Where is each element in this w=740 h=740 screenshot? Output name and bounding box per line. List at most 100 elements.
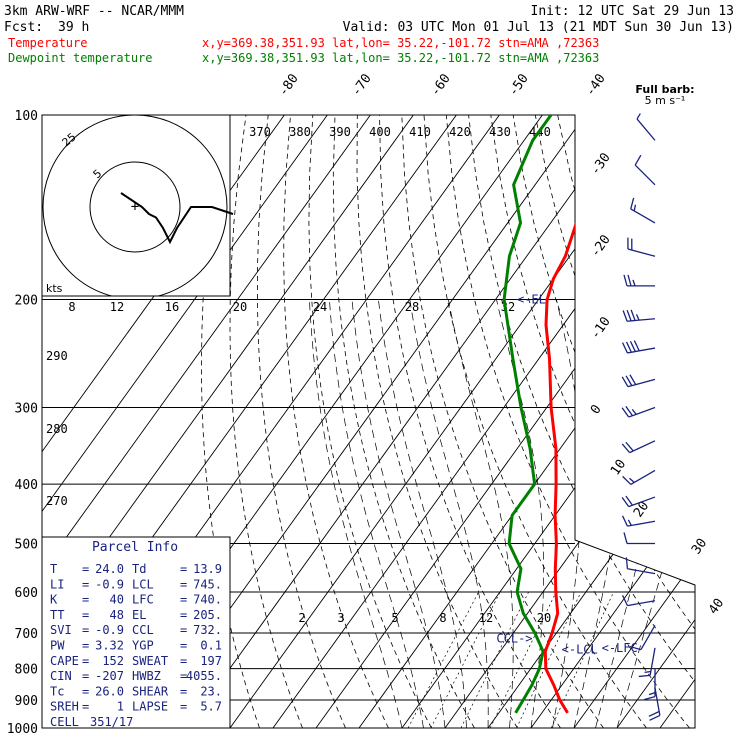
parcel-info-cell: YGP: [132, 639, 154, 653]
isotherm-label: 0: [588, 402, 605, 417]
isotherm-line: [530, 115, 695, 728]
wind-barb-staff: [630, 208, 656, 224]
isotherm-line: [444, 115, 695, 728]
parcel-info-equals: =: [82, 608, 89, 622]
parcel-info-cell: 197: [200, 654, 222, 668]
wind-barb-flag: [625, 341, 632, 353]
level-annotation: <-LCL: [562, 643, 598, 657]
forecast-label: Fcst:: [4, 20, 43, 35]
parcel-info-cell: CIN: [50, 669, 72, 683]
parcel-info-equals: =: [180, 562, 187, 576]
wind-barb: [630, 197, 656, 224]
theta-e-label: 380: [289, 125, 311, 139]
parcel-info-equals: =: [180, 700, 187, 714]
isotherm-label: -60: [428, 71, 454, 99]
level-annotation: CCL->: [496, 632, 532, 646]
parcel-info-cell: 3.32: [95, 639, 124, 653]
wind-barb-flag: [649, 714, 661, 721]
dry-adiabat-line: [283, 115, 389, 728]
pressure-tick-label: 500: [15, 537, 38, 552]
wind-scale-label: Full barb:: [635, 83, 694, 96]
dry-adiabat-line: [512, 115, 695, 728]
wind-barb-flag: [621, 443, 631, 454]
parcel-info-box: Parcel Info T = 24.0 Td = 13.9 LI = -0.9 LCL = 745.…: [41, 536, 231, 729]
parcel-info-cell: 4055.: [186, 669, 222, 683]
wind-barb-flag: [622, 310, 628, 322]
moist-adiabat-line: [616, 299, 695, 728]
hodograph-speed-label: 20: [233, 300, 247, 314]
parcel-info-cell: 152: [102, 654, 124, 668]
mixing-ratio-label: 2: [298, 611, 305, 625]
parcel-info-cell: 740.: [193, 593, 222, 607]
parcel-info-equals: =: [82, 562, 89, 576]
wind-barb-flag: [621, 595, 629, 606]
wind-barb-staff: [627, 378, 656, 388]
wind-barb-flag: [625, 375, 633, 386]
dry-adiabat-line: [379, 115, 561, 728]
parcel-info-cell: 351/17: [90, 715, 133, 729]
moist-adiabat-line: [351, 299, 446, 728]
parcel-info-equals: =: [82, 593, 89, 607]
dry-adiabat-line: [423, 115, 647, 728]
isotherm-line: [186, 115, 629, 728]
isotherm-label: -70: [349, 71, 375, 99]
wind-barb-flag: [629, 646, 642, 651]
dewpoint-legend-label: Dewpoint temperature: [8, 51, 153, 65]
level-annotation: <-LFC: [602, 641, 638, 655]
model-title: 3km ARW-WRF -- NCAR/MMM: [4, 4, 184, 19]
parcel-info-cell: PW: [50, 639, 65, 653]
isotherm-line: [659, 115, 695, 728]
forecast-hour: 39 h: [58, 20, 89, 35]
parcel-info-equals: =: [82, 669, 89, 683]
isotherm-label: -10: [588, 314, 614, 342]
wind-barb-staff: [628, 496, 656, 508]
wind-barb-staff: [629, 440, 656, 454]
parcel-info-frame: [41, 536, 231, 729]
parcel-info-equals: =: [180, 623, 187, 637]
dry-adiabat-line: [356, 115, 518, 728]
hodograph-center-mark: +: [131, 199, 139, 215]
parcel-info-cell: EL: [132, 608, 146, 622]
wind-barb-flag: [630, 197, 635, 210]
parcel-info-equals: =: [82, 684, 89, 698]
wind-barb-half-flag: [635, 314, 640, 321]
level-annotation: <-EL: [517, 293, 546, 307]
dry-adiabat-line: [308, 115, 432, 728]
wind-barb-half-flag: [631, 408, 637, 415]
wind-barb-staff: [627, 520, 656, 527]
temperature-location: x,y=369.38,351.93 lat,lon= 35.22,-101.72…: [202, 36, 599, 50]
wind-barb-flag: [625, 557, 629, 569]
wind-barb-flag: [625, 495, 633, 506]
theta-e-label: 410: [409, 125, 431, 139]
pressure-tick-label: 900: [15, 694, 38, 709]
wind-barb-staff: [627, 318, 656, 322]
wind-barb-staff: [636, 118, 656, 141]
parcel-info-cell: 13.9: [193, 562, 222, 576]
wind-barb-flag: [626, 309, 632, 322]
wind-scale-value: 5 m s⁻¹: [645, 94, 686, 107]
theta-e-label: 370: [249, 125, 271, 139]
wind-barb: [629, 625, 656, 651]
wind-barb: [622, 469, 656, 485]
parcel-info-cell: LCL: [132, 577, 154, 591]
parcel-info-equals: =: [180, 654, 187, 668]
wind-barb-flag: [643, 695, 656, 701]
wind-barb-flag: [621, 376, 629, 388]
parcel-info-equals: =: [82, 623, 89, 637]
moist-adiabat-line: [309, 299, 403, 728]
isotherm-line: [401, 115, 695, 728]
wind-barb-staff: [627, 248, 656, 257]
wind-barb: [643, 668, 656, 701]
theta-e-label: 390: [329, 125, 351, 139]
wind-barb: [627, 237, 656, 257]
wind-barb-half-flag: [629, 477, 635, 483]
parcel-info-equals: =: [180, 669, 187, 683]
wind-barb-half-flag: [648, 691, 656, 696]
mixing-ratio-label: 12: [479, 611, 493, 625]
wind-barb-flag: [623, 274, 628, 287]
hodograph-speed-label: 24: [313, 300, 327, 314]
isotherm-label: -80: [276, 71, 302, 99]
parcel-info-cell: CELL: [50, 715, 79, 729]
wind-barb-half-flag: [632, 279, 636, 287]
theta-e-label: 400: [369, 125, 391, 139]
